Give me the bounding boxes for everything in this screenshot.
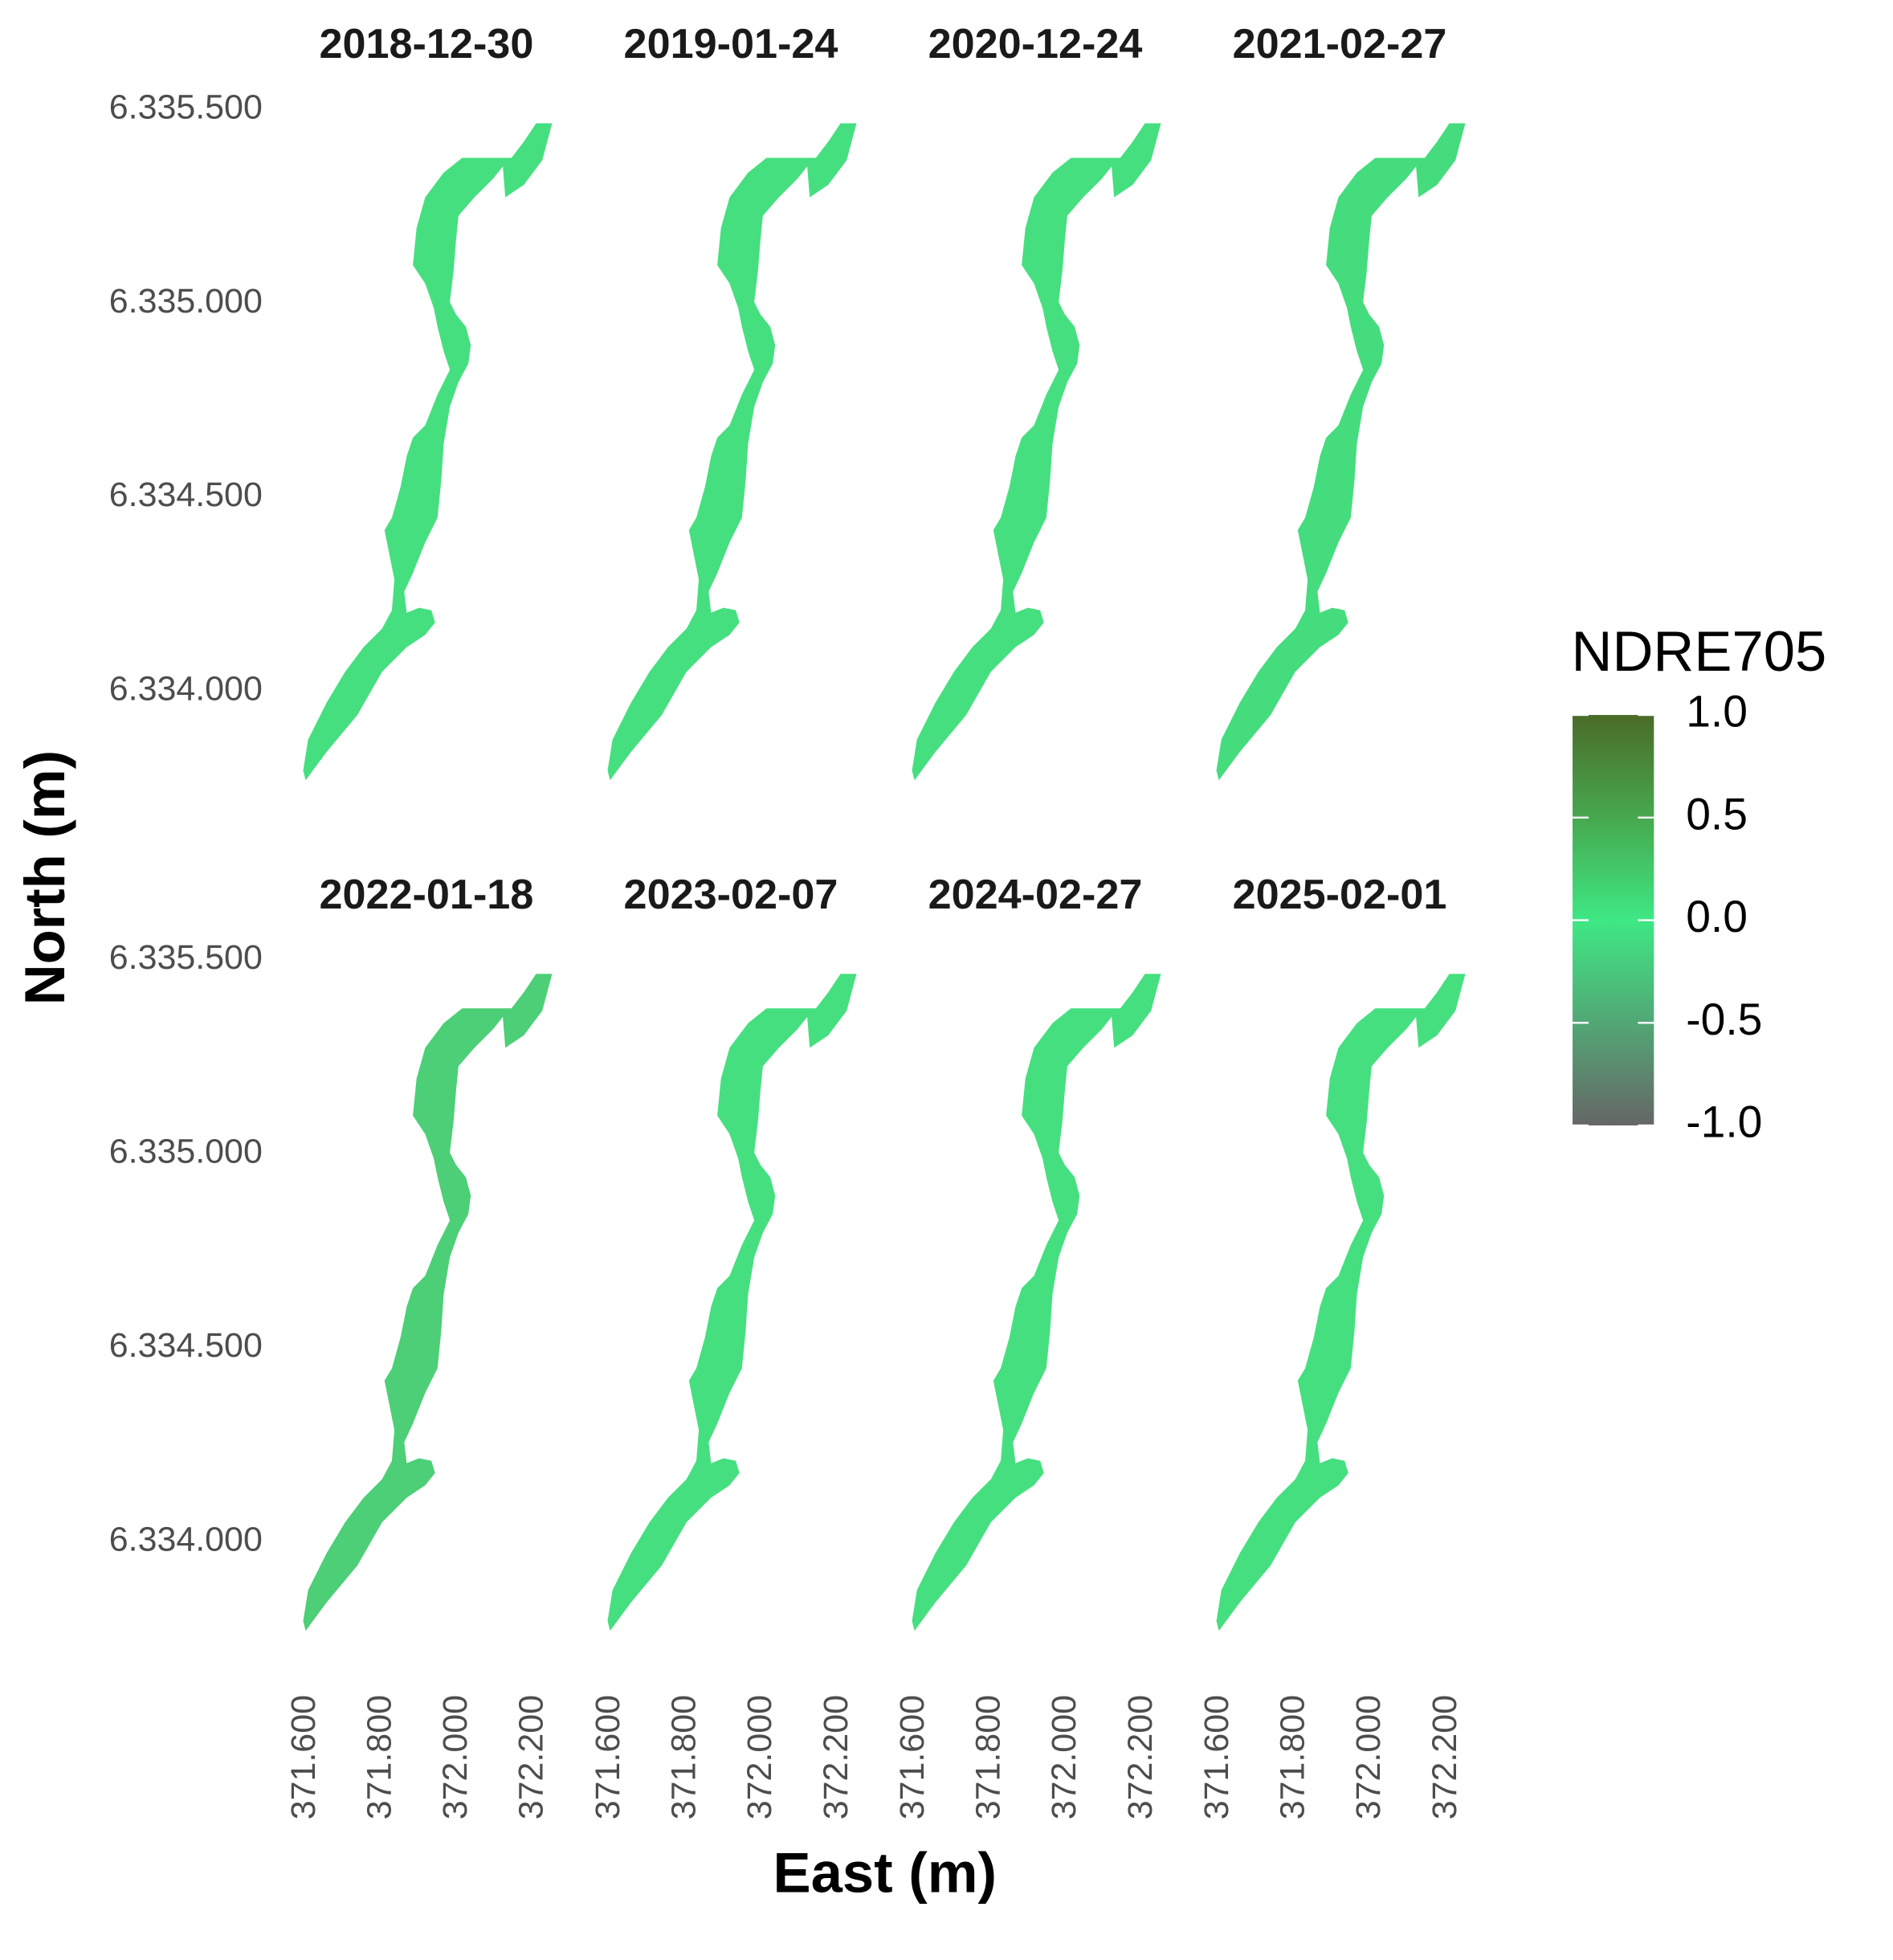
y-tick-label: 6.335.000 [109, 282, 263, 321]
raster-lake [912, 974, 1161, 1631]
facet-title: 2018-12-30 [320, 21, 534, 67]
legend-label: 1.0 [1686, 687, 1748, 737]
y-tick-label: 6.334.500 [109, 1326, 263, 1365]
raster-lake [1216, 123, 1466, 781]
y-tick-label: 6.334.000 [109, 670, 263, 708]
y-tick-label: 6.334.000 [109, 1520, 263, 1558]
x-tick-label: 372.200 [817, 1695, 855, 1819]
facet-title: 2019-01-24 [624, 21, 838, 67]
legend-label: 0.5 [1686, 789, 1748, 839]
facet-title: 2022-01-18 [320, 872, 534, 918]
y-tick-label: 6.334.500 [109, 476, 263, 514]
y-tick-label: 6.335.000 [109, 1133, 263, 1171]
x-axis-title: East (m) [773, 1841, 997, 1905]
x-tick-label: 372.000 [1045, 1695, 1083, 1819]
facet-title: 2020-12-24 [928, 21, 1143, 67]
raster-lake [607, 123, 857, 781]
x-tick-label: 371.600 [589, 1695, 627, 1819]
y-axis-title: North (m) [13, 750, 76, 1006]
x-tick-label: 371.800 [665, 1695, 704, 1819]
x-tick-label: 372.000 [740, 1695, 779, 1819]
facet-title: 2024-02-27 [928, 872, 1143, 918]
x-tick-label: 371.600 [1197, 1695, 1236, 1819]
x-tick-label: 371.800 [361, 1695, 399, 1819]
raster-lake [303, 974, 553, 1631]
x-tick-label: 372.200 [512, 1695, 551, 1819]
x-tick-label: 372.200 [1426, 1695, 1464, 1819]
x-tick-label: 371.800 [969, 1695, 1008, 1819]
facet-title: 2023-02-07 [624, 872, 838, 918]
legend-label: -0.5 [1686, 994, 1762, 1044]
x-tick-label: 372.200 [1121, 1695, 1160, 1819]
y-tick-label: 6.335.500 [109, 938, 263, 977]
raster-lake [1216, 974, 1466, 1631]
legend-label: -1.0 [1686, 1097, 1762, 1147]
legend-label: 0.0 [1686, 892, 1748, 941]
x-tick-label: 372.000 [436, 1695, 475, 1819]
x-tick-label: 371.800 [1274, 1695, 1312, 1819]
raster-lake [912, 123, 1161, 781]
facet-title: 2021-02-27 [1233, 21, 1447, 67]
raster-lake [607, 974, 857, 1631]
raster-lake [303, 123, 553, 781]
legend-title: NDRE705 [1571, 619, 1826, 683]
x-tick-label: 371.600 [284, 1695, 323, 1819]
facet-title: 2025-02-01 [1233, 872, 1447, 918]
x-tick-label: 372.000 [1349, 1695, 1388, 1819]
x-tick-label: 371.600 [893, 1695, 932, 1819]
y-tick-label: 6.335.500 [109, 88, 263, 126]
